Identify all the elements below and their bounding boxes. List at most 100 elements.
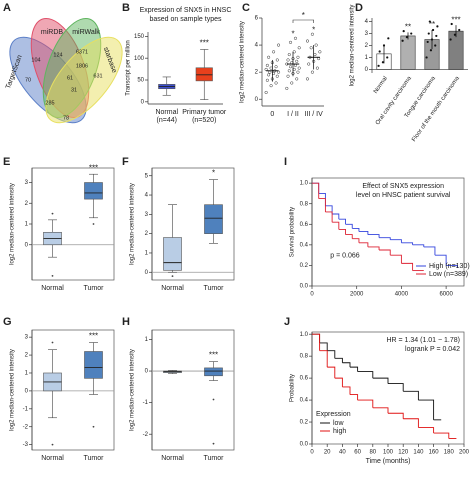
y-tick-label: 0.2 bbox=[300, 263, 309, 269]
data-point bbox=[381, 61, 385, 64]
data-point bbox=[378, 50, 381, 53]
y-tick-label: -2 bbox=[23, 424, 29, 430]
venn-label: miRWalk bbox=[72, 29, 100, 36]
outlier bbox=[92, 223, 95, 225]
survival-step bbox=[390, 254, 402, 264]
survival-step bbox=[403, 418, 419, 428]
y-axis-label: Transcript per million bbox=[126, 40, 132, 95]
x-tick-label: Normal bbox=[161, 455, 184, 462]
y-tick-label: 1 bbox=[25, 222, 29, 228]
survival-step bbox=[446, 264, 458, 268]
outlier bbox=[51, 274, 54, 277]
y-tick-label: 1.0 bbox=[300, 181, 309, 187]
data-point bbox=[405, 36, 409, 39]
data-point bbox=[275, 74, 279, 78]
data-point bbox=[425, 56, 428, 59]
outlier bbox=[212, 442, 215, 445]
significance: *** bbox=[89, 163, 98, 172]
data-point bbox=[449, 38, 452, 41]
data-point bbox=[315, 66, 319, 70]
box bbox=[204, 204, 223, 234]
outlier bbox=[212, 398, 215, 401]
survival-step bbox=[388, 383, 404, 392]
x-tick-label: (n=44) bbox=[157, 117, 177, 124]
data-point bbox=[453, 33, 457, 36]
y-axis-label: Survival probability bbox=[290, 207, 296, 257]
data-point bbox=[290, 81, 294, 85]
y-tick-label: 2 bbox=[255, 70, 259, 76]
panel-label: F bbox=[122, 156, 129, 168]
survival-step bbox=[372, 377, 389, 384]
data-point bbox=[275, 58, 279, 62]
x-tick-label: 40 bbox=[339, 450, 346, 456]
x-tick-label: I / II bbox=[287, 111, 299, 118]
legend-label: high bbox=[333, 428, 346, 435]
x-tick-label: 2000 bbox=[350, 292, 364, 298]
data-point bbox=[295, 77, 299, 81]
venn-count: 1806 bbox=[76, 63, 88, 69]
y-axis-label: log2 median-centered intensity bbox=[240, 21, 246, 103]
significance: *** bbox=[89, 332, 98, 341]
y-tick-label: 2 bbox=[365, 43, 369, 49]
survival-step bbox=[338, 218, 346, 225]
y-axis-label: log2 median-centered intensity bbox=[350, 5, 356, 87]
y-tick-label: -1 bbox=[23, 406, 29, 412]
x-tick-label: 160 bbox=[429, 450, 440, 456]
y-tick-label: 0.0 bbox=[300, 442, 309, 448]
data-point bbox=[267, 55, 271, 59]
chart-title: Expression of SNX5 in HNSC bbox=[140, 7, 232, 14]
survival-step bbox=[345, 223, 353, 229]
survival-step bbox=[338, 228, 346, 235]
survival-step bbox=[318, 192, 326, 206]
data-point bbox=[434, 44, 437, 47]
outlier bbox=[92, 425, 95, 428]
bracket bbox=[292, 19, 314, 23]
survival-step bbox=[358, 231, 369, 235]
survival-step bbox=[332, 221, 340, 230]
y-tick-label: 2 bbox=[145, 231, 149, 237]
chart-title: based on sample types bbox=[150, 16, 222, 23]
data-point bbox=[288, 40, 293, 44]
y-tick-label: 0 bbox=[145, 270, 149, 276]
y-tick-label: 0.4 bbox=[300, 398, 309, 404]
data-point bbox=[287, 69, 291, 73]
y-tick-label: 150 bbox=[134, 34, 145, 40]
venn-count: 104 bbox=[31, 57, 40, 63]
survival-step bbox=[332, 213, 340, 220]
x-tick-label: Tumor bbox=[204, 455, 225, 462]
legend-label: low bbox=[333, 420, 344, 427]
survival-step bbox=[390, 239, 402, 243]
y-tick-label: 4 bbox=[255, 43, 259, 49]
legend-label: Low (n=389) bbox=[429, 271, 468, 278]
significance: * bbox=[312, 25, 315, 34]
survival-step bbox=[312, 333, 321, 351]
x-tick-label: Primary tumor bbox=[182, 109, 227, 116]
survival-step bbox=[379, 249, 391, 256]
data-point bbox=[309, 46, 313, 50]
y-tick-label: 3 bbox=[145, 212, 149, 218]
y-tick-label: 3 bbox=[365, 31, 369, 37]
survival-step bbox=[312, 333, 321, 343]
y-tick-label: 0.8 bbox=[300, 201, 309, 207]
panel-label: I bbox=[284, 156, 287, 168]
plot-frame bbox=[151, 329, 235, 451]
survival-step bbox=[433, 432, 450, 439]
y-tick-label: 0 bbox=[25, 388, 29, 394]
data-point bbox=[286, 58, 290, 62]
x-tick-label: 60 bbox=[354, 450, 361, 456]
y-axis-label: log2 median-centered intensity bbox=[10, 349, 16, 431]
data-point bbox=[305, 77, 310, 81]
survival-step bbox=[312, 182, 320, 194]
significance: *** bbox=[209, 351, 218, 360]
data-point bbox=[310, 32, 314, 36]
data-point bbox=[429, 49, 433, 52]
y-tick-label: 50 bbox=[137, 78, 144, 84]
outlier bbox=[51, 212, 54, 215]
data-point bbox=[305, 39, 310, 43]
y-tick-label: 0 bbox=[145, 369, 149, 375]
y-axis-label: log2 median-centered intensity bbox=[130, 183, 136, 265]
data-point bbox=[382, 44, 386, 47]
data-point bbox=[287, 53, 291, 57]
x-tick-label: Normal bbox=[161, 285, 184, 292]
